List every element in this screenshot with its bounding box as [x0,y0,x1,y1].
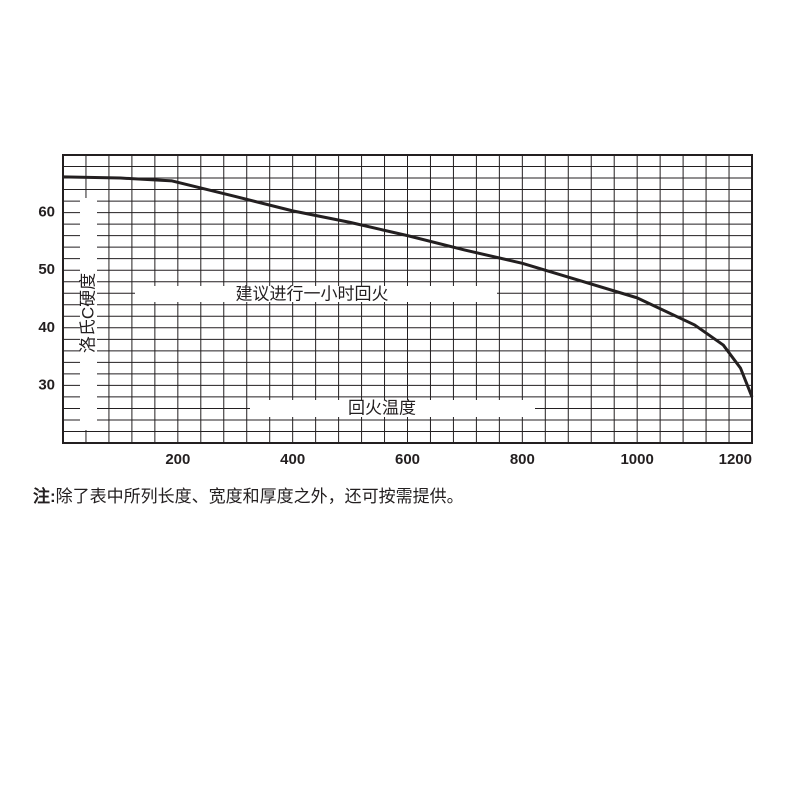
y-axis-label: 洛氏C硬度 [78,273,97,353]
y-tick-label: 40 [38,319,55,336]
label-band [80,198,97,430]
plot-border [62,154,753,444]
data-line [62,175,754,398]
y-tick-label: 60 [38,204,55,221]
x-tick-label: 1200 [719,451,752,468]
label-band [135,286,497,302]
y-tick-label: 50 [38,261,55,278]
note-text: 除了表中所列长度、宽度和厚度之外，还可按需提供。 [56,487,464,506]
x-tick-label: 800 [510,451,535,468]
x-axis-label: 回火温度 [348,398,416,417]
x-tick-label: 600 [395,451,420,468]
y-tick-label: 30 [38,376,55,393]
label-band [250,400,535,417]
x-tick-label: 1000 [620,451,653,468]
x-tick-label: 200 [165,451,190,468]
annotation: 建议进行一小时回火 [236,284,389,303]
x-tick-label: 400 [280,451,305,468]
note: 注:除了表中所列长度、宽度和厚度之外，还可按需提供。 [33,486,464,506]
note-label: 注: [33,486,56,506]
